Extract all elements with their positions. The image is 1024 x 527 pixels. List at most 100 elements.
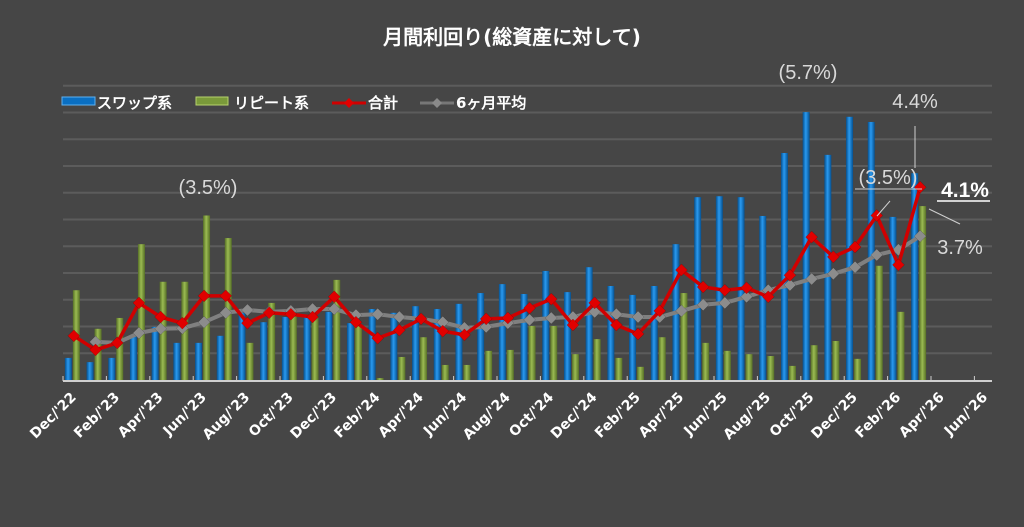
- total-point: [848, 240, 862, 254]
- legend-item-repeat[interactable]: リピート系: [195, 94, 309, 112]
- total-point: [783, 268, 797, 282]
- swap-bar: [390, 312, 398, 380]
- average-point: [913, 229, 927, 243]
- legend-swap-label: スワップ系: [97, 94, 172, 112]
- total-point: [197, 289, 211, 303]
- average-point: [675, 304, 688, 318]
- legend-swap-swatch: [61, 96, 96, 106]
- annotation-total-latest: 4.1%: [941, 179, 989, 202]
- swap-bar: [563, 292, 571, 380]
- average-point: [631, 310, 645, 324]
- average-point: [479, 320, 493, 334]
- total-point: [306, 310, 319, 324]
- swap-bar: [477, 293, 485, 380]
- repeat-bar: [311, 317, 319, 380]
- repeat-bar: [810, 345, 818, 380]
- repeat-bar: [854, 358, 862, 380]
- average-point: [544, 311, 558, 325]
- repeat-bar: [94, 328, 102, 380]
- swap-bar: [542, 270, 550, 380]
- total-point: [805, 230, 819, 244]
- annotation-swap-latest: 4.4%: [892, 91, 938, 113]
- total-line: [72, 186, 922, 352]
- average-point: [718, 296, 732, 310]
- total-point: [740, 281, 753, 295]
- swap-bar: [759, 215, 767, 380]
- total-point: [154, 310, 168, 324]
- total-point: [110, 336, 124, 350]
- leader-repeat-latest: [928, 208, 961, 225]
- swap-bar: [151, 326, 159, 380]
- swap-bar: [216, 335, 224, 380]
- total-point: [653, 304, 667, 318]
- swap-bar: [64, 357, 72, 380]
- repeat-bar: [354, 325, 362, 380]
- repeat-bar: [680, 293, 688, 380]
- swap-bar: [889, 216, 897, 380]
- average-point: [154, 322, 168, 336]
- legend-repeat-swatch: [195, 96, 229, 106]
- repeat-bar: [897, 311, 905, 380]
- repeat-bar: [658, 337, 666, 380]
- swap-bar: [520, 293, 528, 380]
- swap-bar: [498, 284, 506, 380]
- repeat-bar: [788, 365, 796, 380]
- repeat-bar: [398, 356, 406, 380]
- total-point: [609, 318, 623, 332]
- average-point: [783, 278, 797, 292]
- legend-average-label: 6ヶ月平均: [456, 94, 526, 112]
- swap-bar: [368, 309, 376, 380]
- total-point: [262, 306, 276, 320]
- total-point: [175, 316, 189, 330]
- repeat-bar: [420, 337, 428, 380]
- average-point: [826, 267, 840, 281]
- swap-bar: [325, 311, 333, 380]
- total-point: [414, 312, 428, 326]
- total-point: [219, 289, 233, 303]
- swap-bar: [780, 152, 788, 380]
- annotation-repeat-jun23: (3.5%): [179, 177, 238, 199]
- swap-bar: [433, 309, 441, 380]
- total-point: [458, 328, 471, 342]
- repeat-bar: [615, 357, 623, 380]
- swap-bar: [195, 342, 203, 380]
- swap-bar: [281, 317, 289, 380]
- repeat-bar: [723, 350, 731, 380]
- average-point: [197, 315, 211, 329]
- swap-bar: [303, 317, 311, 380]
- total-point: [718, 283, 732, 297]
- swap-bar: [629, 294, 637, 380]
- average-point: [696, 298, 710, 312]
- total-point: [241, 316, 254, 330]
- average-point: [848, 260, 862, 274]
- legend-item-swap[interactable]: スワップ系: [61, 94, 172, 112]
- swap-bar: [455, 303, 463, 380]
- legend-total-label: 合計: [367, 94, 398, 112]
- repeat-bar: [289, 315, 297, 380]
- leader-total-feb26: [876, 200, 891, 217]
- swap-bar: [346, 323, 354, 380]
- legend-item-average[interactable]: 6ヶ月平均: [420, 94, 526, 112]
- legend: スワップ系 リピート系 合計 6ヶ月平均: [61, 94, 526, 112]
- total-point: [479, 312, 493, 326]
- repeat-bar: [376, 378, 384, 380]
- repeat-bar: [875, 265, 883, 380]
- average-point: [327, 302, 341, 316]
- repeat-bar: [485, 350, 493, 380]
- swap-bar: [86, 362, 94, 380]
- swap-bar: [129, 336, 137, 380]
- legend-item-total[interactable]: 合計: [332, 94, 398, 112]
- total-point: [566, 318, 580, 332]
- repeat-bar: [463, 364, 471, 380]
- repeat-bar: [702, 342, 710, 380]
- swap-bar: [911, 173, 919, 380]
- lines: [67, 180, 927, 357]
- repeat-bar: [550, 325, 558, 380]
- total-point: [761, 290, 775, 304]
- swap-bar: [694, 197, 702, 380]
- annotation-total-feb26: (3.5%): [859, 167, 918, 189]
- repeat-bar: [571, 354, 579, 380]
- repeat-bar: [832, 340, 840, 380]
- swap-bar: [867, 121, 875, 380]
